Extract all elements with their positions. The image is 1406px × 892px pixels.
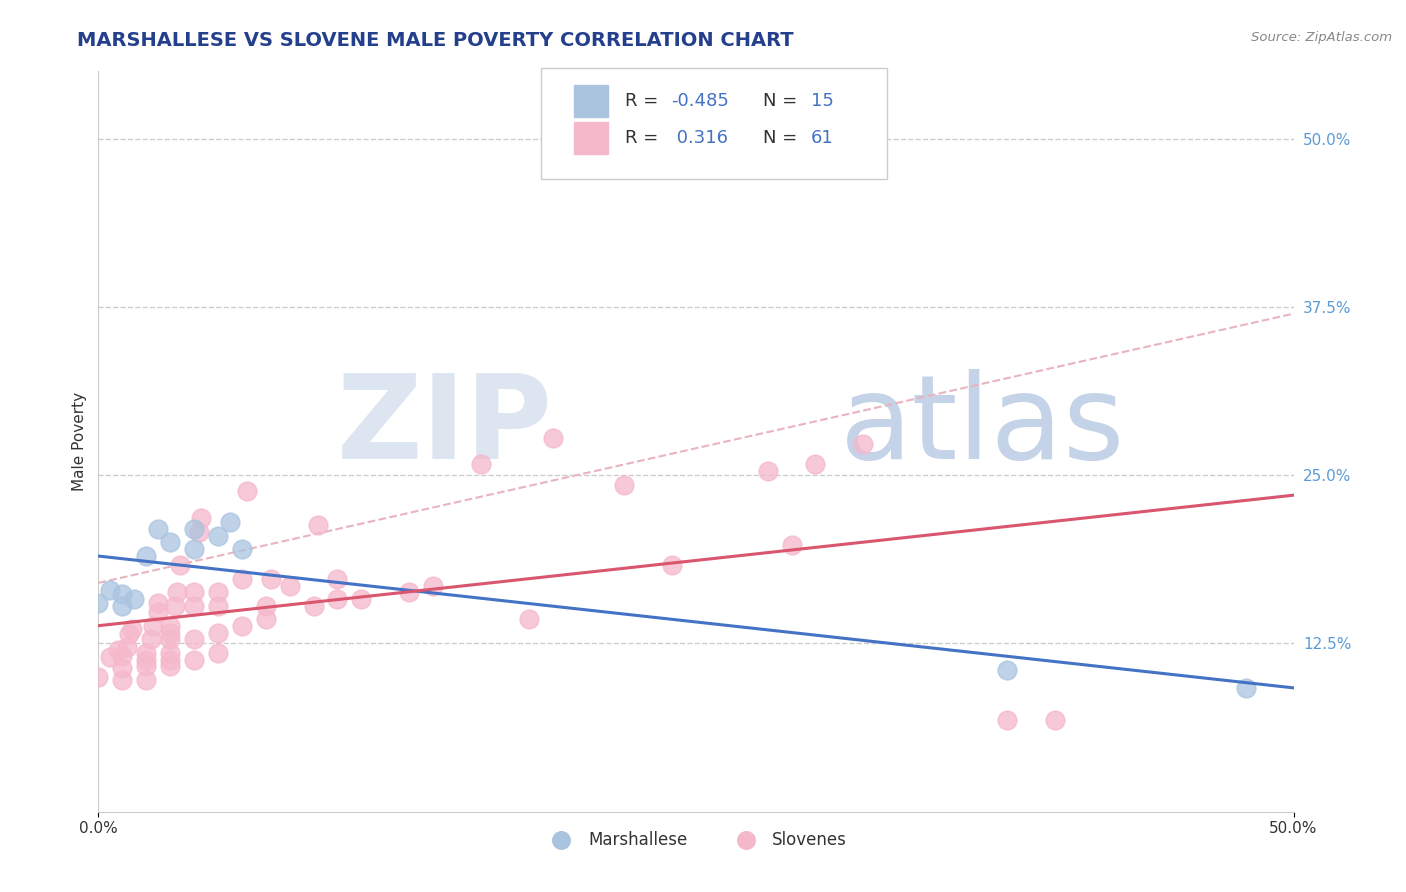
Point [107, 643, 129, 657]
Text: ZIP: ZIP [336, 369, 553, 484]
Point [135, 646, 157, 660]
Point [780, 538, 803, 552]
Point [326, 592, 349, 607]
Point [148, 606, 170, 620]
Point [1234, 681, 1257, 695]
Point [254, 612, 277, 626]
Point [326, 572, 349, 586]
Point [235, 484, 257, 499]
Point [121, 622, 143, 636]
Point [302, 599, 325, 613]
Text: -0.485: -0.485 [671, 92, 728, 110]
Point [159, 659, 181, 673]
Point [995, 664, 1018, 678]
Text: R =: R = [626, 92, 665, 110]
Point [661, 558, 683, 573]
Point [124, 592, 146, 607]
Point [159, 652, 181, 666]
Point [804, 458, 827, 472]
Legend: Marshallese, Slovenes: Marshallese, Slovenes [538, 824, 853, 855]
Point [111, 587, 134, 601]
Point [183, 585, 205, 599]
Point [159, 632, 181, 647]
Point [87, 596, 110, 610]
Point [1043, 713, 1066, 727]
Point [307, 518, 329, 533]
Point [159, 535, 181, 549]
Point [142, 619, 165, 633]
Point [135, 673, 157, 687]
Point [852, 437, 875, 451]
Point [135, 659, 157, 673]
Point [183, 542, 205, 557]
Point [183, 522, 205, 536]
Point [231, 619, 253, 633]
Point [159, 625, 181, 640]
Point [278, 578, 301, 592]
Point [139, 632, 162, 647]
FancyBboxPatch shape [574, 122, 607, 153]
Point [231, 572, 253, 586]
Point [995, 713, 1018, 727]
Point [207, 529, 229, 543]
Point [135, 652, 157, 666]
Point [350, 592, 373, 607]
Point [148, 522, 170, 536]
Point [159, 646, 181, 660]
Point [219, 516, 242, 530]
Point [517, 612, 540, 626]
Text: 61: 61 [811, 129, 834, 147]
Point [207, 625, 229, 640]
Point [111, 599, 134, 613]
Text: 0.316: 0.316 [671, 129, 728, 147]
Y-axis label: Male Poverty: Male Poverty [72, 392, 87, 491]
Point [187, 524, 209, 539]
Point [87, 670, 110, 684]
Point [183, 632, 205, 647]
Point [148, 596, 170, 610]
Point [422, 578, 444, 592]
Point [111, 673, 134, 687]
Point [169, 558, 191, 573]
Point [259, 572, 281, 586]
Text: 15: 15 [811, 92, 834, 110]
Point [541, 430, 564, 444]
Point [135, 549, 157, 563]
Point [207, 646, 229, 660]
Point [166, 585, 188, 599]
Text: Source: ZipAtlas.com: Source: ZipAtlas.com [1251, 31, 1392, 45]
Point [756, 464, 779, 478]
Text: N =: N = [763, 92, 803, 110]
Point [190, 511, 212, 525]
Text: N =: N = [763, 129, 803, 147]
Point [207, 599, 229, 613]
Text: MARSHALLESE VS SLOVENE MALE POVERTY CORRELATION CHART: MARSHALLESE VS SLOVENE MALE POVERTY CORR… [77, 31, 794, 50]
Point [613, 477, 636, 491]
Text: atlas: atlas [839, 369, 1125, 484]
Point [98, 582, 122, 597]
Point [115, 640, 138, 655]
Point [98, 649, 122, 664]
Point [470, 458, 492, 472]
Point [118, 627, 141, 641]
Point [183, 652, 205, 666]
FancyBboxPatch shape [541, 68, 887, 178]
Point [398, 585, 420, 599]
Point [231, 542, 253, 557]
Text: R =: R = [626, 129, 665, 147]
Point [159, 619, 181, 633]
Point [183, 599, 205, 613]
Point [254, 599, 277, 613]
Point [207, 585, 229, 599]
FancyBboxPatch shape [574, 86, 607, 117]
Point [111, 648, 134, 663]
Point [111, 661, 134, 675]
Point [163, 599, 186, 613]
